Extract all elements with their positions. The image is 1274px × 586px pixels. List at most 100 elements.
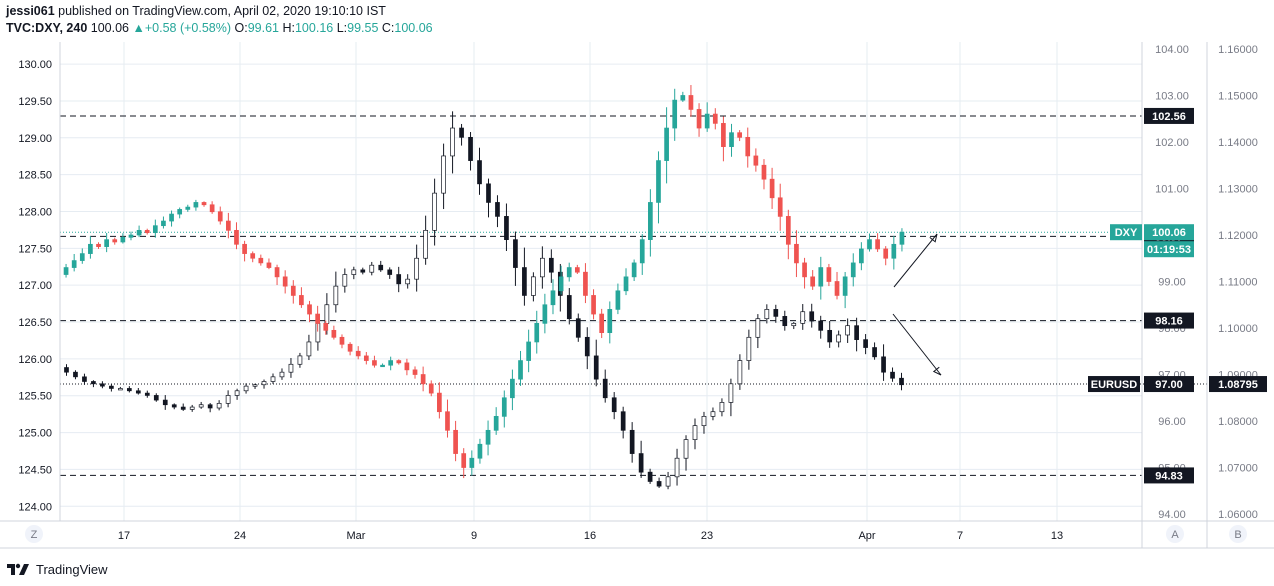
dxy-candle-body <box>631 262 637 278</box>
dxy-candle-body <box>339 336 345 345</box>
level-label: 102.56 <box>1152 111 1186 123</box>
eurusd-candle-body <box>153 395 159 401</box>
eurusd-candle-body <box>611 397 617 413</box>
level-label: 98.16 <box>1155 316 1183 328</box>
dxy-candle-body <box>729 132 734 147</box>
eurusd-candle-body <box>450 127 455 157</box>
eurusd-candle-body <box>306 341 312 357</box>
eurusd-candle-body <box>378 264 384 271</box>
dxy-candle-body <box>794 243 799 264</box>
eurusd-candle-body <box>468 136 473 161</box>
dxy-axis-tick: 99.00 <box>1158 277 1186 289</box>
dxy-candle-body <box>453 429 458 454</box>
eurusd-candle-body <box>531 276 536 296</box>
x-tick-label: 23 <box>701 530 713 542</box>
dxy-candle-body <box>891 243 897 259</box>
eurusd-candle-body <box>818 320 824 331</box>
dxy-series-label-bg <box>1110 224 1142 241</box>
dxy-candle-body <box>363 355 369 361</box>
eurusd-candle-body <box>845 325 850 336</box>
dxy-candle-body <box>234 229 239 245</box>
author-name[interactable]: jessi061 <box>6 4 55 18</box>
dxy-candle-body <box>899 231 905 245</box>
dxy-candle-body <box>785 216 791 245</box>
eurusd-candle-body <box>477 160 482 185</box>
dxy-candle-body <box>623 276 629 292</box>
dxy-candles <box>63 85 905 479</box>
dxy-candle-body <box>136 229 142 236</box>
eurusd-last-value-bg <box>1144 376 1194 393</box>
dxy-candle-body <box>217 211 223 222</box>
eurusd-candle-body <box>683 439 689 459</box>
eurusd-series-label: EURUSD <box>1091 379 1138 391</box>
dxy-candle-body <box>299 295 304 306</box>
dxy-candle-body <box>591 295 596 315</box>
dxy-candle-body <box>282 276 288 287</box>
dxy-candle-body <box>331 329 337 338</box>
level-label-bg <box>1144 107 1194 124</box>
tradingview-footer[interactable]: TradingView <box>6 559 108 579</box>
dxy-candle-body <box>664 127 669 161</box>
arrow-head <box>932 366 942 376</box>
dxy-candle-body <box>404 362 410 371</box>
dxy-candle-body <box>769 178 775 199</box>
dxy-candle-body <box>177 209 183 215</box>
dxy-candle-body <box>477 443 483 459</box>
eurusd-axis-tick: 1.13000 <box>1218 183 1258 195</box>
x-tick-label: 9 <box>471 530 477 542</box>
trend-arrows <box>892 233 942 376</box>
eurusd-candle-body <box>692 425 698 440</box>
dxy-candle-body <box>510 378 515 399</box>
eurusd-candle-body <box>243 385 249 392</box>
close-label: C: <box>381 21 395 35</box>
dxy-candle-body <box>104 239 109 247</box>
dxy-candle-body <box>826 267 832 282</box>
eurusd-candle-body <box>495 202 500 217</box>
x-tick-label: 7 <box>957 530 963 542</box>
eurusd-candle-body <box>674 457 680 478</box>
scale-b-button[interactable]: B <box>1229 525 1247 543</box>
auto-scale-button[interactable]: A <box>1166 525 1184 543</box>
dxy-candle-body <box>88 243 93 254</box>
scale-z-button[interactable]: Z <box>25 525 43 543</box>
last-price: 100.06 <box>90 21 129 35</box>
eurusd-series-label-bg <box>1088 376 1140 393</box>
eurusd-candle-body <box>234 390 240 396</box>
dxy-candle-body <box>71 260 77 268</box>
dxy-candle-body <box>290 285 296 296</box>
eurusd-candle-body <box>414 257 420 280</box>
eurusd-candle-body <box>73 371 78 378</box>
left-axis-tick: 130.00 <box>18 59 52 71</box>
dxy-candle-body <box>226 220 231 231</box>
dxy-candle-body <box>842 276 848 296</box>
eurusd-candle-body <box>836 334 842 343</box>
symbol-legend: TVC:DXY, 240 100.06 ▲+0.58 (+0.58%) O:99… <box>6 21 433 35</box>
eurusd-candle-body <box>135 390 141 394</box>
left-axis-tick: 128.00 <box>18 206 52 218</box>
eurusd-candle-body <box>189 406 195 410</box>
eurusd-candle-body <box>629 429 635 454</box>
eurusd-candle-body <box>737 360 743 385</box>
x-tick-label: Apr <box>858 530 875 542</box>
a-label: A <box>1171 529 1179 541</box>
high-label: H: <box>282 21 295 35</box>
dxy-candle-body <box>242 243 247 254</box>
eurusd-candle-body <box>755 318 761 338</box>
eurusd-candle-body <box>118 388 123 391</box>
dxy-candle-body <box>437 392 442 413</box>
eurusd-axis-tick: 1.16000 <box>1218 44 1258 56</box>
dxy-candle-body <box>721 123 726 147</box>
symbol-name[interactable]: TVC:DXY, 240 <box>6 21 88 35</box>
dxy-candle-body <box>850 262 856 278</box>
eurusd-candle-body <box>548 257 554 273</box>
eurusd-candle-body <box>369 264 375 273</box>
left-axis-tick: 129.50 <box>18 96 52 108</box>
dxy-candle-body <box>615 290 621 310</box>
dxy-candle-body <box>745 136 751 157</box>
eurusd-axis-tick: 1.11000 <box>1219 277 1258 289</box>
dxy-candle-body <box>688 95 694 110</box>
eurusd-candle-body <box>360 269 366 273</box>
eurusd-candle-body <box>279 371 285 378</box>
dxy-candle-body <box>493 416 499 431</box>
